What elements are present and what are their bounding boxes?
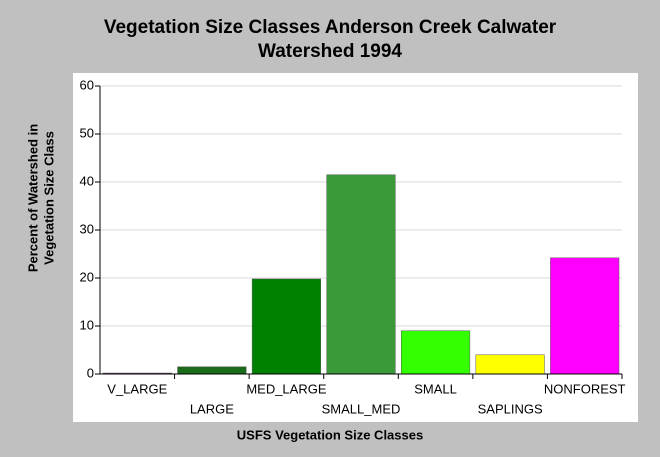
chart-title: Watershed 1994 <box>258 41 402 62</box>
bar <box>401 330 471 375</box>
bar <box>550 257 620 375</box>
bar <box>251 278 321 375</box>
y-tick-label: 0 <box>87 365 94 380</box>
y-axis-title: Percent of Watershed in <box>25 124 40 272</box>
y-tick-label: 60 <box>80 77 94 92</box>
x-tick-label: SMALL_MED <box>322 401 401 416</box>
y-tick-label: 40 <box>80 173 94 188</box>
y-tick-label: 30 <box>80 221 94 236</box>
y-axis-title: Vegetation Size Class <box>41 131 56 265</box>
x-tick-label: NONFOREST <box>544 381 626 396</box>
y-tick-label: 50 <box>80 125 94 140</box>
x-tick-label: SMALL <box>414 381 457 396</box>
x-tick-label: SAPLINGS <box>478 401 543 416</box>
bar <box>475 354 545 375</box>
x-axis-title: USFS Vegetation Size Classes <box>237 427 423 442</box>
y-tick-label: 20 <box>80 269 94 284</box>
x-tick-label: LARGE <box>190 401 234 416</box>
x-tick-label: MED_LARGE <box>246 381 327 396</box>
x-tick-label: V_LARGE <box>107 381 167 396</box>
bar <box>177 366 247 375</box>
chart-title: Vegetation Size Classes Anderson Creek C… <box>104 17 557 38</box>
bar <box>326 174 396 375</box>
y-tick-label: 10 <box>80 317 94 332</box>
